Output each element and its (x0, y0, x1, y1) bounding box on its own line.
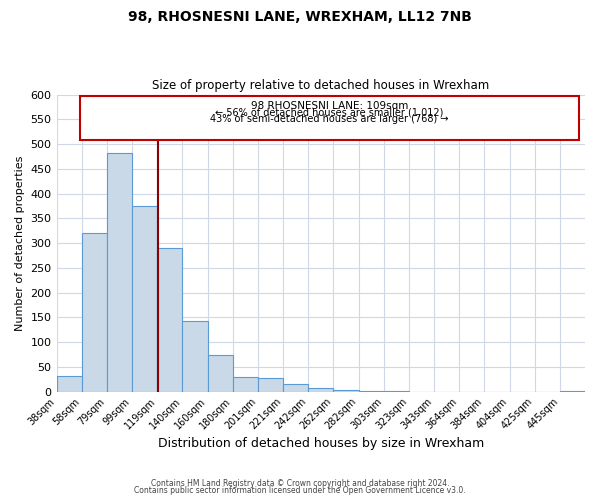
Bar (182, 321, 208, 392)
Bar (334, 390, 359, 392)
Bar (258, 378, 283, 392)
Bar (157, 248, 182, 392)
Title: Size of property relative to detached houses in Wrexham: Size of property relative to detached ho… (152, 79, 490, 92)
Text: Contains HM Land Registry data © Crown copyright and database right 2024.: Contains HM Land Registry data © Crown c… (151, 478, 449, 488)
FancyBboxPatch shape (80, 96, 579, 140)
Bar (107, 153, 132, 392)
Bar (208, 354, 233, 392)
X-axis label: Distribution of detached houses by size in Wrexham: Distribution of detached houses by size … (158, 437, 484, 450)
Bar (283, 384, 308, 392)
Text: 98 RHOSNESNI LANE: 109sqm: 98 RHOSNESNI LANE: 109sqm (251, 101, 408, 111)
Bar (132, 206, 157, 392)
Text: 98, RHOSNESNI LANE, WREXHAM, LL12 7NB: 98, RHOSNESNI LANE, WREXHAM, LL12 7NB (128, 10, 472, 24)
Bar (56, 376, 82, 392)
Bar (560, 390, 585, 392)
Y-axis label: Number of detached properties: Number of detached properties (15, 156, 25, 331)
Bar (233, 377, 258, 392)
Bar (82, 233, 107, 392)
Text: ← 56% of detached houses are smaller (1,012): ← 56% of detached houses are smaller (1,… (215, 108, 444, 118)
Bar (308, 388, 334, 392)
Text: 43% of semi-detached houses are larger (768) →: 43% of semi-detached houses are larger (… (211, 114, 449, 124)
Text: Contains public sector information licensed under the Open Government Licence v3: Contains public sector information licen… (134, 486, 466, 495)
